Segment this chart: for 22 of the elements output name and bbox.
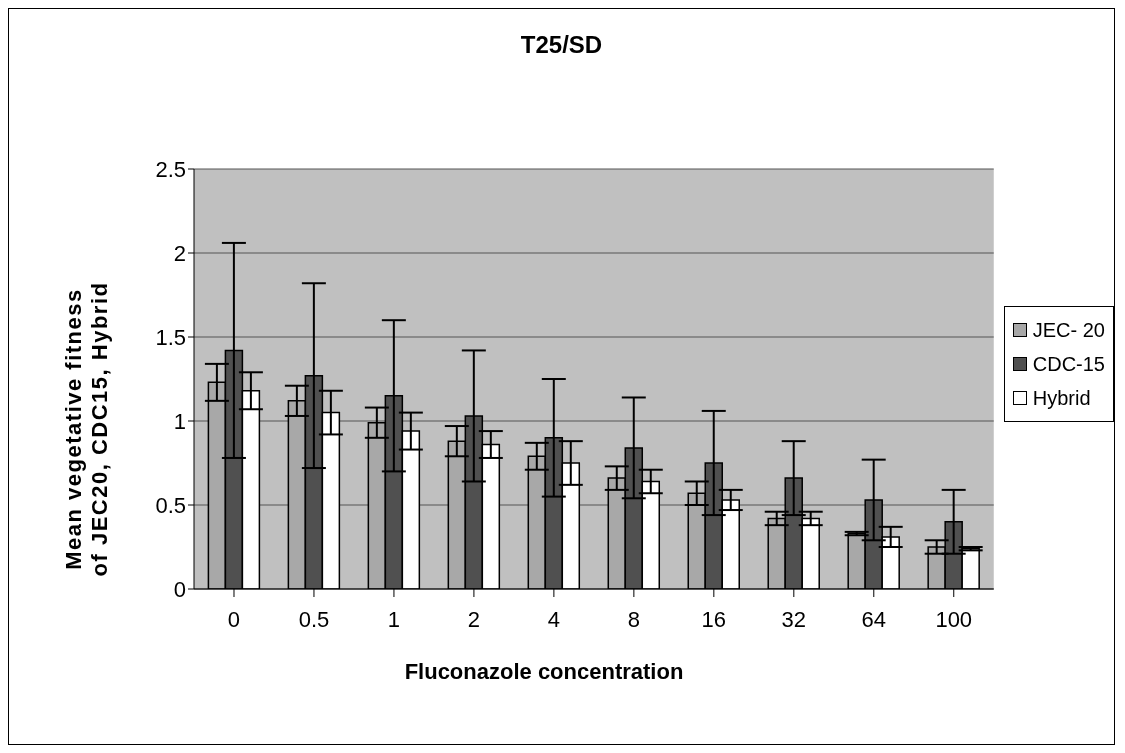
x-tick-label: 1 <box>387 606 401 632</box>
x-axis-title: Fluconazole concentration <box>403 659 685 685</box>
y-tick-label: 2 <box>173 240 186 266</box>
y-tick-label: 1 <box>173 408 186 434</box>
x-tick-label: 32 <box>781 606 807 632</box>
x-tick-label: 4 <box>547 606 561 632</box>
x-tick-label: 0 <box>227 606 241 632</box>
x-tick-label: 0.5 <box>298 606 330 632</box>
x-tick-label: 2 <box>467 606 481 632</box>
y-tick-label: 1.5 <box>155 324 186 350</box>
x-tick-label: 100 <box>935 606 973 632</box>
legend-label: JEC- 20 <box>1032 318 1105 343</box>
y-tick-label: 2.5 <box>155 156 186 182</box>
x-tick-label: 16 <box>701 606 727 632</box>
y-tick-label: 0 <box>173 576 186 602</box>
chart-title: T25/SD <box>519 31 604 59</box>
y-axis-title: Mean vegetative fitness of JEC20, CDC15, Hybrid <box>61 280 113 579</box>
y-tick-label: 0.5 <box>155 492 186 518</box>
legend-label: Hybrid <box>1032 386 1091 411</box>
x-tick-label: 8 <box>627 606 640 632</box>
legend-label: CDC-15 <box>1032 352 1105 377</box>
x-tick-label: 64 <box>861 606 887 632</box>
